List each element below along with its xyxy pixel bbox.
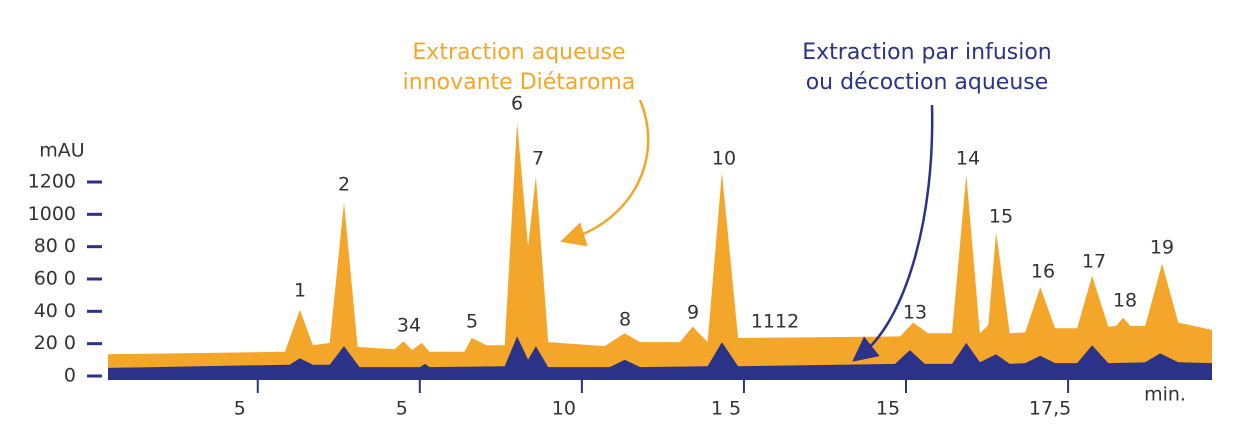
y-tick-label: 1200 — [28, 171, 76, 193]
peak-label: 2 — [338, 174, 350, 196]
arrow — [560, 99, 650, 247]
peak-label: 15 — [989, 206, 1013, 228]
x-tick-label: 15 — [876, 398, 900, 420]
y-tick-label: 0 — [64, 365, 76, 387]
peak-label: 5 — [466, 311, 478, 333]
x-tick-label: 5 — [396, 398, 408, 420]
y-tick-label: 1000 — [28, 203, 76, 225]
y-axis-label: mAU — [39, 140, 84, 162]
x-tick-label: 17,5 — [1029, 398, 1071, 420]
legend-entry: Extraction par infusion ou décoction aqu… — [802, 40, 1052, 95]
peak-label: 18 — [1113, 290, 1137, 312]
peak-label: 19 — [1150, 237, 1174, 259]
peak-label: 14 — [956, 148, 980, 170]
peak-label: 8 — [619, 309, 631, 331]
arrow — [852, 104, 934, 362]
y-tick-label: 40 0 — [34, 300, 76, 322]
peak-label: 6 — [511, 93, 523, 115]
y-tick-label: 60 0 — [34, 268, 76, 290]
x-tick-label: 1 5 — [711, 398, 741, 420]
legend-entry: Extraction aqueuse innovante Diétaroma — [402, 40, 636, 95]
peak-label: 13 — [903, 302, 927, 324]
baseline — [108, 376, 1212, 380]
peak-label: 9 — [687, 302, 699, 324]
peak-label: 17 — [1082, 251, 1106, 273]
area — [108, 122, 1212, 376]
plot-area — [108, 122, 1212, 380]
peak-label: 7 — [532, 148, 544, 170]
y-tick-label: 80 0 — [34, 235, 76, 257]
y-tick-label: 20 0 — [34, 332, 76, 354]
peak-label: 34 — [397, 315, 421, 337]
peak-label: 10 — [712, 148, 736, 170]
area — [108, 336, 1212, 376]
peak-label: 1112 — [751, 311, 799, 333]
x-tick-label: 5 — [234, 398, 246, 420]
peak-label: 1 — [294, 280, 306, 302]
peak-label: 16 — [1031, 261, 1055, 283]
x-tick-label: 10 — [552, 398, 576, 420]
x-axis-label: min. — [1144, 384, 1186, 406]
